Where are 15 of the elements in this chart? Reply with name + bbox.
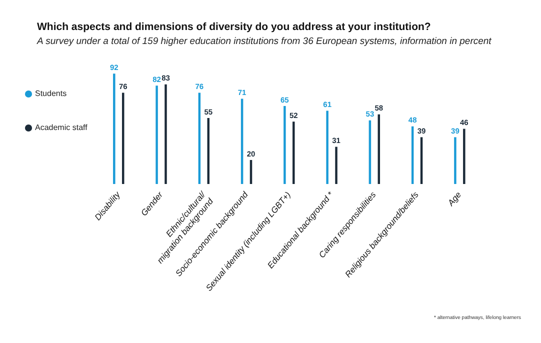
bar [113,74,116,184]
bar [463,128,466,184]
legend-label: Academic staff [35,123,88,132]
bar [335,146,338,184]
bar [326,110,328,184]
legend-label: Students [35,89,67,98]
bar [454,137,456,184]
bar [284,106,286,184]
bar [164,84,167,184]
bar [420,137,423,184]
x-tick-label: Age [445,189,464,208]
chart-title: Which aspects and dimensions of diversity do you address at your institution? [37,21,431,33]
bar [156,86,158,184]
chart-subtitle: A survey under a total of 159 higher education institutions from 36 European systems, information in percent [37,36,492,47]
bar [292,122,295,184]
